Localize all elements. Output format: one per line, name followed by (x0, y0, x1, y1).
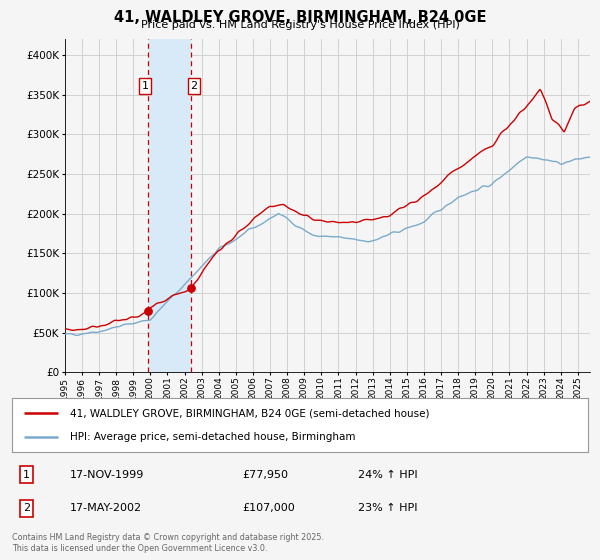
Text: 2: 2 (23, 503, 30, 513)
Text: 41, WALDLEY GROVE, BIRMINGHAM, B24 0GE: 41, WALDLEY GROVE, BIRMINGHAM, B24 0GE (114, 10, 486, 25)
Text: Price paid vs. HM Land Registry's House Price Index (HPI): Price paid vs. HM Land Registry's House … (140, 20, 460, 30)
Point (143, 306, 153, 315)
Text: 17-MAY-2002: 17-MAY-2002 (70, 503, 142, 513)
Text: 1: 1 (23, 470, 30, 479)
Text: £77,950: £77,950 (242, 470, 289, 479)
Text: 1: 1 (142, 81, 149, 91)
Text: 24% ↑ HPI: 24% ↑ HPI (358, 470, 417, 479)
Text: Contains HM Land Registry data © Crown copyright and database right 2025.
This d: Contains HM Land Registry data © Crown c… (12, 533, 324, 553)
Text: HPI: Average price, semi-detached house, Birmingham: HPI: Average price, semi-detached house,… (70, 432, 355, 442)
Text: £107,000: £107,000 (242, 503, 295, 513)
Text: 2: 2 (191, 81, 197, 91)
Point (186, 283, 196, 292)
Text: 41, WALDLEY GROVE, BIRMINGHAM, B24 0GE (semi-detached house): 41, WALDLEY GROVE, BIRMINGHAM, B24 0GE (… (70, 408, 429, 418)
Text: 17-NOV-1999: 17-NOV-1999 (70, 470, 144, 479)
Text: 23% ↑ HPI: 23% ↑ HPI (358, 503, 417, 513)
